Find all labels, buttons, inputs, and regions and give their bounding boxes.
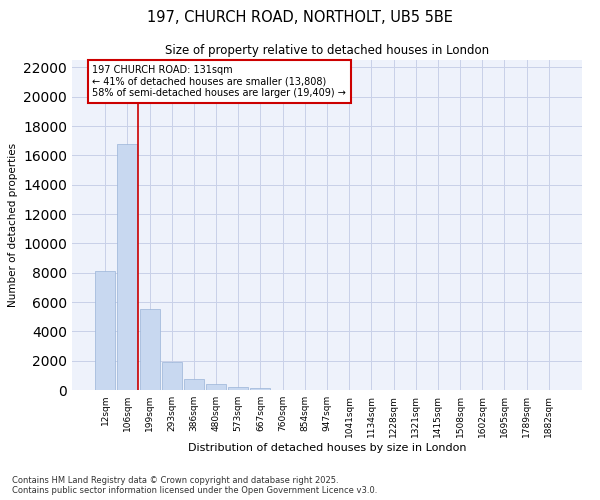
Title: Size of property relative to detached houses in London: Size of property relative to detached ho… — [165, 44, 489, 58]
Text: Contains HM Land Registry data © Crown copyright and database right 2025.
Contai: Contains HM Land Registry data © Crown c… — [12, 476, 377, 495]
Bar — [118, 144, 137, 390]
Text: 197 CHURCH ROAD: 131sqm
← 41% of detached houses are smaller (13,808)
58% of sem: 197 CHURCH ROAD: 131sqm ← 41% of detache… — [92, 65, 346, 98]
X-axis label: Distribution of detached houses by size in London: Distribution of detached houses by size … — [188, 442, 466, 452]
Bar — [206, 384, 226, 390]
Bar — [162, 362, 182, 390]
Bar — [95, 271, 115, 390]
Y-axis label: Number of detached properties: Number of detached properties — [8, 143, 17, 307]
Bar — [184, 379, 204, 390]
Bar — [250, 388, 271, 390]
Bar — [140, 310, 160, 390]
Text: 197, CHURCH ROAD, NORTHOLT, UB5 5BE: 197, CHURCH ROAD, NORTHOLT, UB5 5BE — [147, 10, 453, 25]
Bar — [228, 387, 248, 390]
